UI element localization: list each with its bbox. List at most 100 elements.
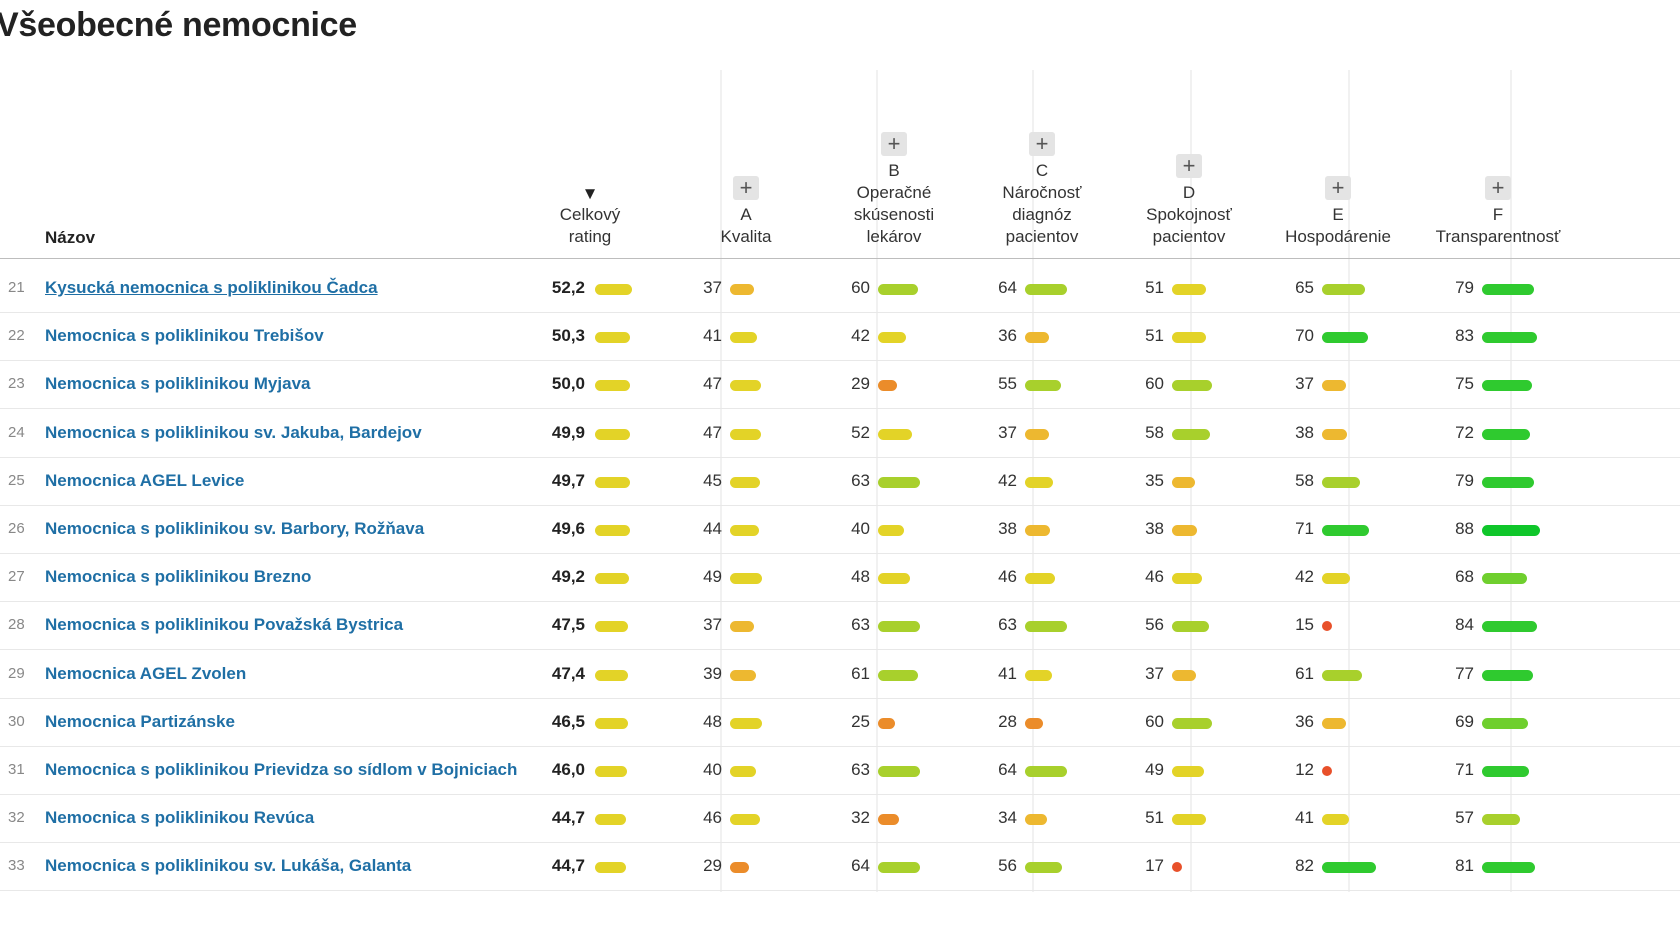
score-bar bbox=[878, 428, 912, 440]
score-bar bbox=[878, 525, 904, 536]
score-cell-b: 63 bbox=[848, 760, 920, 780]
column-separator bbox=[720, 70, 722, 892]
score-bar bbox=[1482, 476, 1534, 488]
hospital-link[interactable]: Nemocnica AGEL Levice bbox=[45, 470, 245, 490]
score-bar bbox=[1482, 669, 1533, 681]
score-value: 37 bbox=[1295, 374, 1314, 394]
score-value: 56 bbox=[998, 856, 1017, 876]
score-cell-b: 40 bbox=[848, 519, 904, 539]
score-cell-d: 56 bbox=[1142, 615, 1209, 635]
total-rating-value: 49,2 bbox=[551, 567, 585, 587]
score-value: 64 bbox=[998, 760, 1017, 779]
column-header-f[interactable]: + F Transparentnosť bbox=[1408, 176, 1588, 248]
score-cell-e: 82 bbox=[1292, 856, 1376, 876]
column-header-a[interactable]: + A Kvalita bbox=[656, 176, 836, 248]
score-cell-e: 70 bbox=[1292, 326, 1368, 346]
score-cell-f: 72 bbox=[1452, 423, 1530, 443]
hospital-link[interactable]: Nemocnica s poliklinikou Myjava bbox=[45, 374, 311, 394]
column-header-d[interactable]: + D Spokojnosť pacientov bbox=[1099, 154, 1279, 248]
total-rating-value: 44,7 bbox=[551, 808, 585, 828]
column-header-line: pacientov bbox=[1005, 227, 1079, 246]
row-rank: 33 bbox=[8, 857, 25, 875]
score-value: 63 bbox=[998, 615, 1017, 635]
hospital-link[interactable]: Kysucká nemocnica s poliklinikou Čadca bbox=[45, 278, 378, 297]
score-value: 61 bbox=[851, 663, 870, 683]
hospital-link[interactable]: Nemocnica s poliklinikou Prievidza so sí… bbox=[45, 760, 518, 779]
score-value: 25 bbox=[851, 711, 870, 731]
total-rating-value: 46,5 bbox=[551, 711, 585, 731]
hospital-link[interactable]: Nemocnica s poliklinikou Trebišov bbox=[45, 326, 324, 346]
score-cell-f: 88 bbox=[1452, 519, 1540, 539]
score-value: 17 bbox=[1145, 856, 1164, 876]
score-cell-c: 46 bbox=[995, 567, 1055, 587]
score-value: 84 bbox=[1455, 615, 1474, 635]
score-bar bbox=[1025, 332, 1049, 344]
expand-plus-icon[interactable]: + bbox=[1029, 132, 1055, 156]
hospital-link[interactable]: Nemocnica s poliklinikou Revúca bbox=[45, 808, 315, 828]
score-value: 63 bbox=[851, 470, 870, 490]
expand-plus-icon[interactable]: + bbox=[881, 132, 907, 156]
score-cell-d: 51 bbox=[1142, 326, 1206, 346]
total-rating-bar bbox=[595, 621, 628, 633]
score-bar bbox=[1025, 717, 1043, 729]
score-cell-b: 25 bbox=[848, 711, 895, 732]
score-bar bbox=[1172, 621, 1209, 633]
expand-plus-icon[interactable]: + bbox=[1176, 154, 1202, 178]
score-value: 63 bbox=[851, 615, 870, 635]
total-rating-value: 49,7 bbox=[551, 470, 585, 490]
score-cell-f: 71 bbox=[1452, 760, 1529, 780]
score-value: 44 bbox=[703, 519, 722, 538]
score-bar bbox=[1482, 766, 1529, 777]
score-cell-b: 52 bbox=[848, 423, 912, 443]
column-header-e[interactable]: + E Hospodárenie bbox=[1248, 176, 1428, 248]
column-header-line: Kvalita bbox=[720, 227, 772, 246]
score-bar bbox=[730, 428, 761, 440]
score-bar bbox=[1482, 284, 1534, 295]
hospital-link[interactable]: Nemocnica s poliklinikou sv. Lukáša, Gal… bbox=[45, 856, 412, 876]
score-bar bbox=[730, 573, 762, 585]
score-bar bbox=[878, 621, 920, 633]
total-rating-value: 49,6 bbox=[551, 519, 585, 538]
score-value: 61 bbox=[1295, 663, 1314, 683]
hospital-link[interactable]: Nemocnica s poliklinikou sv. Jakuba, Bar… bbox=[45, 422, 422, 442]
score-bar bbox=[1482, 717, 1528, 729]
total-rating-bar bbox=[595, 332, 630, 344]
score-bar bbox=[730, 814, 760, 826]
score-value: 71 bbox=[1295, 519, 1314, 538]
score-bar bbox=[1025, 814, 1047, 826]
score-bar bbox=[1482, 332, 1537, 344]
table-row: 25 Nemocnica AGEL Levice 49,7 45 63 42 35 58 79 bbox=[0, 457, 1680, 506]
score-bar bbox=[730, 766, 756, 777]
score-cell-f: 57 bbox=[1452, 808, 1520, 828]
column-header-c[interactable]: + C Náročnosť diagnóz pacientov bbox=[952, 132, 1132, 248]
hospital-link[interactable]: Nemocnica Partizánske bbox=[45, 711, 235, 731]
column-header-name[interactable]: Názov bbox=[45, 228, 96, 247]
score-cell-e: 37 bbox=[1292, 374, 1346, 394]
score-cell-e: 38 bbox=[1292, 423, 1347, 443]
hospital-link[interactable]: Nemocnica s poliklinikou Považská Bystri… bbox=[45, 615, 404, 635]
score-value: 81 bbox=[1455, 856, 1474, 876]
row-rank: 32 bbox=[8, 809, 25, 827]
row-rank: 28 bbox=[8, 616, 25, 634]
hospital-link[interactable]: Nemocnica AGEL Zvolen bbox=[45, 663, 247, 683]
score-value: 64 bbox=[851, 856, 870, 876]
hospital-link[interactable]: Nemocnica s poliklinikou sv. Barbory, Ro… bbox=[45, 519, 425, 538]
column-header-total[interactable]: ▼ Celkový rating bbox=[500, 184, 680, 248]
score-value: 36 bbox=[998, 326, 1017, 346]
hospital-link[interactable]: Nemocnica s poliklinikou Brezno bbox=[45, 567, 312, 587]
score-bar bbox=[1172, 814, 1206, 826]
score-cell-b: 48 bbox=[848, 567, 910, 587]
score-cell-a: 41 bbox=[700, 326, 757, 346]
expand-plus-icon[interactable]: + bbox=[733, 176, 759, 200]
score-cell-b: 60 bbox=[848, 278, 918, 298]
expand-plus-icon[interactable]: + bbox=[1485, 176, 1511, 200]
total-rating-cell: 44,7 bbox=[549, 808, 626, 828]
score-cell-d: 37 bbox=[1142, 664, 1196, 684]
expand-plus-icon[interactable]: + bbox=[1325, 176, 1351, 200]
total-rating-bar bbox=[595, 573, 629, 585]
score-value: 46 bbox=[1145, 567, 1164, 587]
score-bar bbox=[1322, 862, 1376, 874]
score-bar bbox=[878, 766, 920, 777]
sort-descending-icon[interactable]: ▼ bbox=[581, 184, 599, 203]
column-header-b[interactable]: + B Operačné skúsenosti lekárov bbox=[804, 132, 984, 248]
